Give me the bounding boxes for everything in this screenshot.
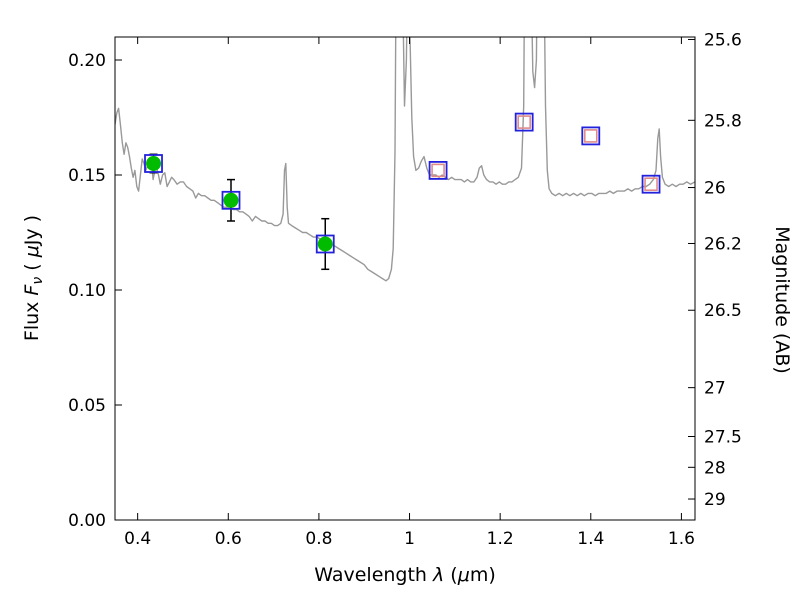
x-tick-label: 0.4 bbox=[124, 529, 151, 549]
y-axis-label-right: Magnitude (AB) bbox=[771, 226, 793, 374]
y-right-tick-label: 26 bbox=[704, 179, 726, 199]
y-right-tick-label: 25.8 bbox=[704, 111, 742, 131]
y-left-tick-label: 0.05 bbox=[68, 396, 106, 416]
y-right-tick-label: 28 bbox=[704, 458, 726, 478]
y-right-tick-label: 27 bbox=[704, 379, 726, 399]
synthetic-photometry-blue-marker bbox=[221, 190, 241, 210]
y-left-tick-label: 0.20 bbox=[68, 51, 106, 71]
x-tick-label: 1 bbox=[404, 529, 415, 549]
observed-photometry-marker bbox=[317, 236, 333, 252]
y-left-tick-label: 0.00 bbox=[68, 511, 106, 531]
observed-photometry-marker bbox=[223, 192, 239, 208]
data-layer bbox=[115, 37, 695, 282]
x-tick-label: 1.6 bbox=[668, 529, 695, 549]
y-right-tick-label: 29 bbox=[704, 490, 726, 510]
synthetic-photometry-blue-marker bbox=[514, 112, 534, 132]
x-axis-label: Wavelength λ (μm) bbox=[314, 564, 495, 586]
y-axis-label-left: Flux Fν ( μJy ) bbox=[21, 215, 46, 341]
y-right-tick-label: 25.6 bbox=[704, 30, 742, 50]
synthetic-photometry-red-marker bbox=[517, 115, 531, 129]
x-tick-label: 1.2 bbox=[487, 529, 514, 549]
x-tick-label: 0.6 bbox=[215, 529, 242, 549]
plot-frame bbox=[114, 36, 696, 521]
x-tick-label: 0.8 bbox=[305, 529, 332, 549]
observed-photometry-marker bbox=[146, 156, 162, 171]
y-left-tick-label: 0.15 bbox=[68, 166, 106, 186]
axes-layer: 0.4 0.6 0.8 1 1.2 1.4 1.6 0.00 0.05 0.10 0.15 0.20 2… bbox=[68, 30, 742, 549]
synthetic-photometry-red-marker bbox=[644, 177, 658, 191]
synthetic-photometry-blue-marker bbox=[144, 154, 163, 173]
synthetic-photometry-red-marker bbox=[431, 163, 445, 178]
x-tick-label: 1.4 bbox=[577, 529, 604, 549]
model-spectrum-line bbox=[115, 37, 695, 282]
y-right-tick-label: 26.2 bbox=[704, 234, 742, 254]
y-right-tick-label: 26.5 bbox=[704, 301, 742, 321]
synthetic-photometry-blue-marker bbox=[581, 126, 601, 146]
y-left-tick-label: 0.10 bbox=[68, 281, 106, 301]
synthetic-photometry-blue-marker bbox=[641, 174, 661, 194]
synthetic-photometry-blue-marker bbox=[315, 234, 335, 254]
synthetic-photometry-blue-marker bbox=[428, 160, 448, 180]
synthetic-photometry-red-marker bbox=[583, 129, 598, 143]
y-right-tick-label: 27.5 bbox=[704, 427, 742, 447]
